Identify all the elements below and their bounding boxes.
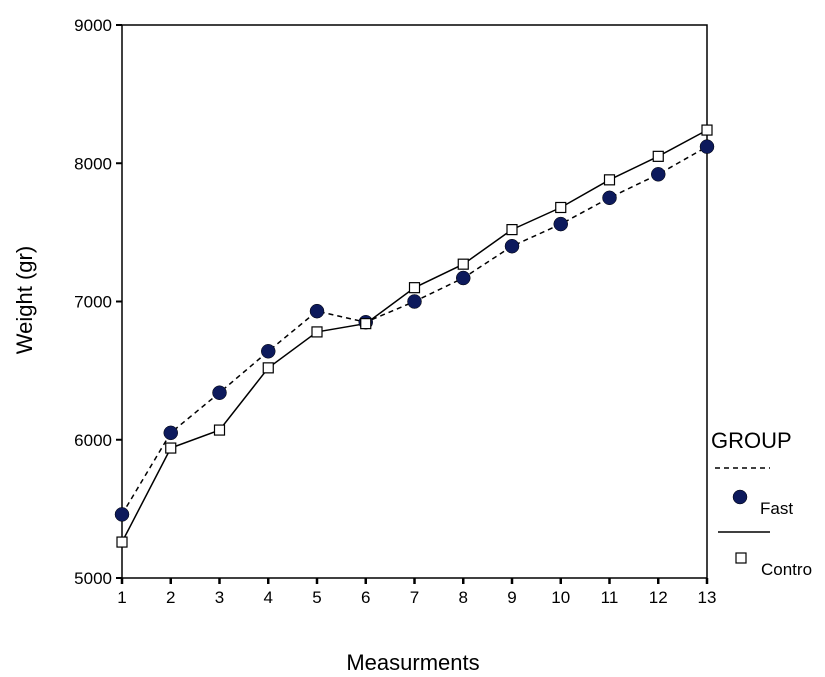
data-point-contro [408, 282, 421, 294]
data-point-fast [114, 507, 130, 522]
y-tick-label: 5000 [74, 569, 112, 588]
series-layer [114, 124, 715, 548]
data-point-fast [456, 270, 471, 286]
data-point-contro [262, 362, 274, 374]
data-point-contro [701, 124, 713, 136]
data-point-contro [603, 174, 616, 186]
x-tick-label: 1 [117, 588, 126, 607]
legend-marker-fast [732, 489, 748, 505]
data-point-fast [212, 385, 227, 400]
x-tick-label: 9 [507, 588, 516, 607]
data-point-fast [602, 190, 617, 206]
x-tick-label: 2 [166, 588, 175, 607]
x-tick-label: 10 [551, 588, 570, 607]
data-point-fast [504, 238, 520, 254]
data-point-fast [163, 425, 178, 441]
y-axis: 5000 6000 7000 8000 9000 [74, 16, 122, 588]
data-point-fast [651, 167, 666, 182]
data-point-fast [261, 344, 276, 359]
x-tick-label: 11 [601, 588, 619, 607]
legend-marker-contro [735, 552, 747, 564]
legend: GROUP Fast Contro [711, 428, 812, 579]
x-tick-label: 8 [459, 588, 468, 607]
data-point-contro [116, 536, 128, 548]
data-point-fast [407, 294, 422, 309]
y-tick-label: 8000 [74, 154, 112, 173]
legend-label-contro: Contro [761, 560, 812, 579]
y-tick-label: 7000 [74, 293, 112, 312]
data-point-contro [555, 201, 567, 214]
data-point-contro [213, 424, 226, 436]
data-point-contro [457, 258, 469, 270]
x-tick-label: 6 [361, 588, 370, 607]
series-line-contro [121, 129, 708, 543]
legend-title: GROUP [711, 428, 792, 453]
x-tick-label: 7 [410, 588, 419, 607]
data-point-fast [553, 216, 568, 232]
legend-label-fast: Fast [760, 499, 793, 518]
y-tick-label: 9000 [74, 16, 112, 35]
series-line-fast [121, 146, 708, 515]
x-axis: 1 2 3 4 5 6 7 8 9 10 11 12 13 [117, 578, 716, 607]
data-point-fast [699, 139, 715, 154]
x-tick-label: 3 [215, 588, 224, 607]
data-point-contro [652, 150, 664, 162]
x-tick-label: 13 [698, 588, 717, 607]
data-point-contro [360, 318, 372, 330]
y-axis-title: Weight (gr) [12, 246, 37, 354]
data-point-fast [309, 303, 325, 319]
x-axis-title: Measurments [346, 650, 479, 675]
data-point-contro [165, 442, 177, 454]
x-tick-label: 12 [649, 588, 668, 607]
x-tick-label: 5 [312, 588, 321, 607]
data-point-contro [506, 224, 518, 236]
y-tick-label: 6000 [74, 431, 112, 450]
data-point-contro [311, 326, 323, 338]
x-tick-label: 4 [264, 588, 273, 607]
